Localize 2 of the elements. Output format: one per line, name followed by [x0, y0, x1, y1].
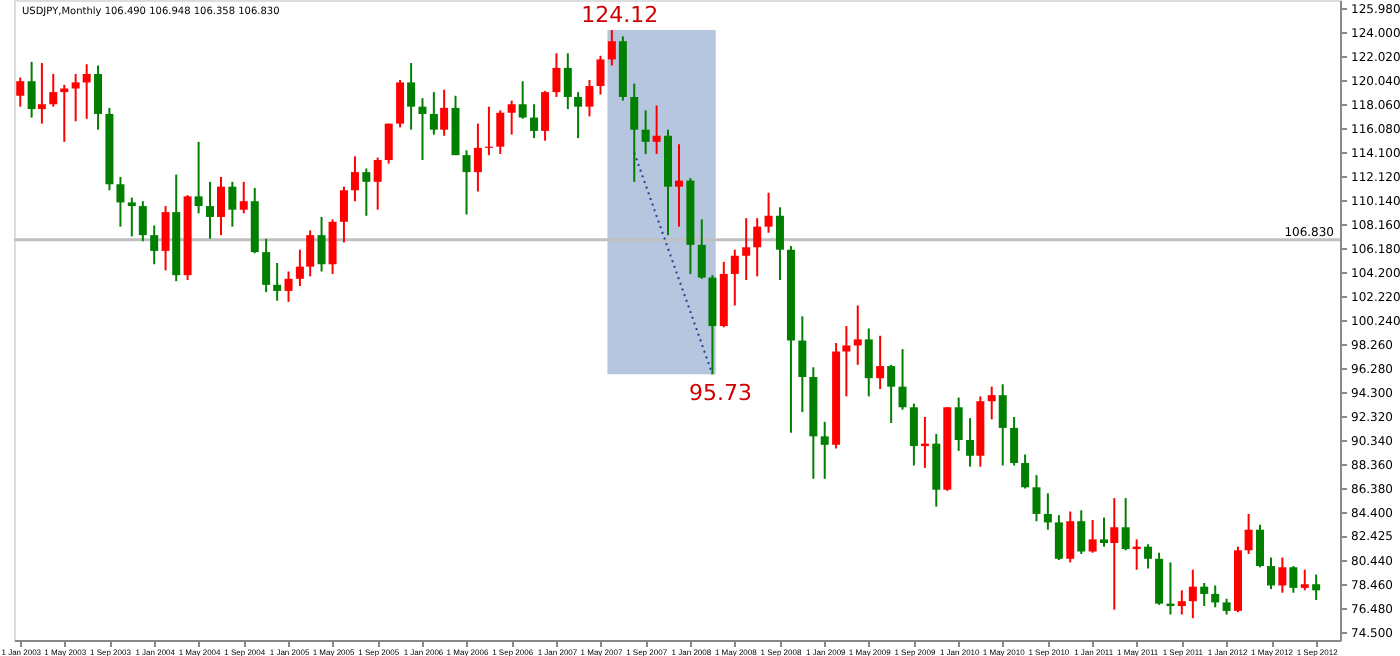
annotation: 124.12: [581, 2, 659, 29]
annotation: 95.73: [688, 380, 752, 407]
